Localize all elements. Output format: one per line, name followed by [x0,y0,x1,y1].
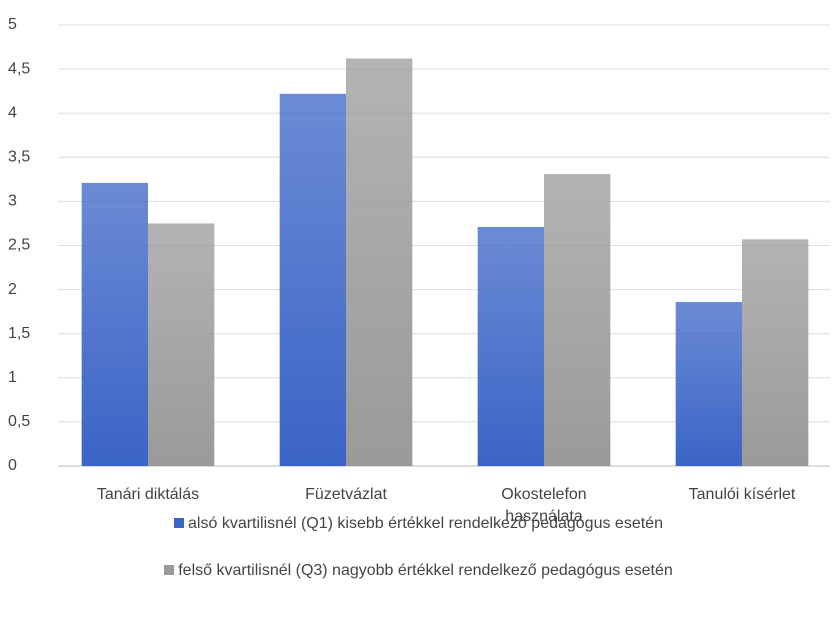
bar [81,182,148,467]
bar [279,93,346,467]
y-tick-label: 1 [8,369,17,386]
y-tick-label: 0,5 [8,413,30,430]
y-tick-label: 0 [8,457,17,474]
legend-entry: alsó kvartilisnél (Q1) kisebb értékkel r… [0,515,837,533]
bar [544,174,611,467]
legend-entry: felső kvartilisnél (Q3) nagyobb értékkel… [0,562,837,580]
legend-swatch [164,565,175,575]
bar [675,301,742,466]
y-tick-label: 4,5 [8,60,30,77]
legend-swatch [174,518,185,528]
x-tick-label: Okostelefon használata [501,486,587,525]
legend-label: alsó kvartilisnél (Q1) kisebb értékkel r… [188,515,663,532]
y-tick-label: 2,5 [8,237,30,254]
y-tick-label: 4 [8,104,17,121]
x-tick-label: Füzetvázlat [305,486,387,503]
bar [148,223,215,466]
x-tick-label: Tanulói kísérlet [688,486,796,503]
bar [346,58,413,467]
x-tick-label: Tanári diktálás [96,486,200,503]
bar [742,239,809,466]
y-tick-label: 1,5 [8,325,30,342]
y-tick-label: 3 [8,193,17,210]
bar [477,226,544,466]
legend-label: felső kvartilisnél (Q3) nagyobb értékkel… [178,562,673,579]
y-tick-label: 5 [8,16,17,33]
y-tick-label: 2 [8,281,17,298]
y-tick-label: 3,5 [8,149,30,166]
